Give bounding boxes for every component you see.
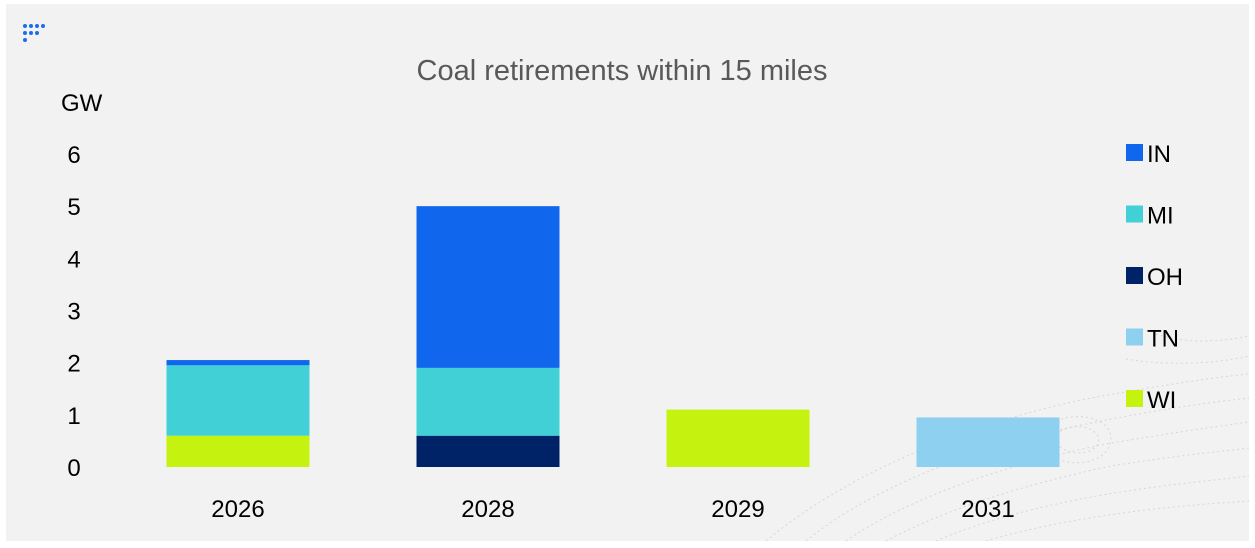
bar-oh-2028 — [416, 435, 560, 467]
y-tick-label: 5 — [67, 194, 80, 221]
bar-mi-2026 — [166, 365, 310, 436]
y-tick-label: 1 — [67, 403, 80, 430]
bar-mi-2028 — [416, 367, 560, 436]
legend-label-mi: MI — [1147, 203, 1174, 230]
dots-logo-icon — [23, 24, 45, 42]
bar-tn-2031 — [916, 417, 1060, 467]
x-tick-label: 2026 — [211, 496, 264, 523]
bar-in-2026 — [166, 360, 310, 366]
bar-in-2028 — [416, 206, 560, 368]
legend-label-wi: WI — [1147, 387, 1176, 414]
topo-background — [765, 333, 1249, 541]
bars — [166, 206, 1060, 467]
chart: Coal retirements within 15 miles GW 0 1 2 3… — [23, 24, 1249, 541]
x-axis-ticks: 2026 2028 2029 2031 — [211, 496, 1014, 523]
legend-label-tn: TN — [1147, 326, 1179, 353]
y-tick-label: 2 — [67, 351, 80, 378]
x-tick-label: 2028 — [461, 496, 514, 523]
bar-wi-2026 — [166, 435, 310, 467]
legend-swatch-wi — [1126, 390, 1143, 407]
y-tick-label: 6 — [67, 142, 80, 169]
bar-wi-2029 — [666, 409, 810, 467]
legend-label-oh: OH — [1147, 264, 1183, 291]
y-axis-ticks: 0 1 2 3 4 5 6 — [67, 142, 80, 482]
legend-swatch-tn — [1126, 328, 1143, 346]
legend-swatch-mi — [1126, 205, 1143, 223]
x-tick-label: 2029 — [711, 496, 764, 523]
y-tick-label: 3 — [67, 299, 80, 326]
legend-swatch-in — [1126, 144, 1143, 161]
y-tick-label: 4 — [67, 246, 80, 273]
y-axis-label: GW — [61, 90, 103, 117]
y-tick-label: 0 — [67, 455, 80, 482]
x-tick-label: 2031 — [961, 496, 1014, 523]
chart-title: Coal retirements within 15 miles — [417, 55, 828, 87]
legend-swatch-oh — [1126, 267, 1143, 284]
legend-label-in: IN — [1147, 141, 1171, 168]
legend: IN MI OH TN WI — [1126, 141, 1183, 414]
chart-frame: Coal retirements within 15 miles GW 0 1 2 3… — [6, 4, 1249, 541]
